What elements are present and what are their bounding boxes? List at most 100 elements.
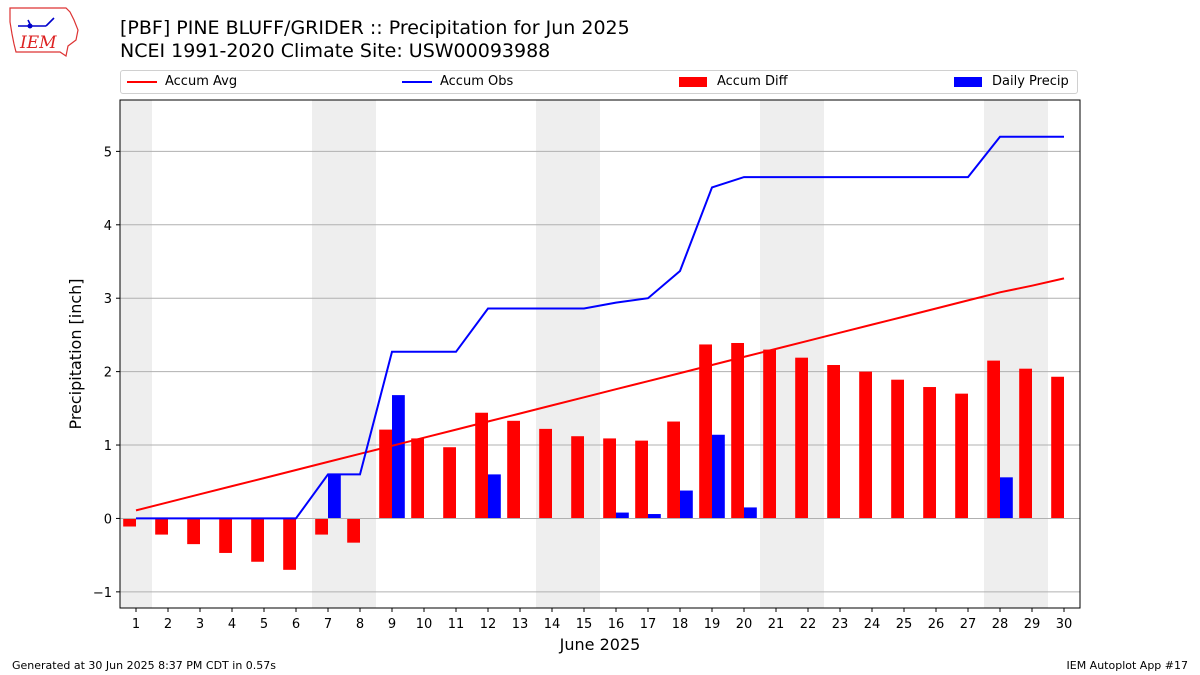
bar-accum-diff bbox=[411, 438, 424, 519]
x-tick-label: 30 bbox=[1056, 617, 1073, 632]
x-tick-label: 1 bbox=[132, 617, 140, 632]
bar-accum-diff bbox=[187, 518, 200, 545]
bar-accum-diff bbox=[923, 387, 936, 519]
y-axis-label: Precipitation [inch] bbox=[66, 278, 85, 429]
x-tick-label: 16 bbox=[608, 617, 625, 632]
x-tick-label: 11 bbox=[448, 617, 465, 632]
y-tick-label: 3 bbox=[104, 292, 112, 307]
x-tick-label: 19 bbox=[704, 617, 721, 632]
x-tick-label: 4 bbox=[228, 617, 236, 632]
bar-accum-diff bbox=[987, 360, 1000, 519]
bar-accum-diff bbox=[763, 349, 776, 519]
logo-text: IEM bbox=[19, 33, 57, 53]
bar-daily-precip bbox=[680, 490, 693, 519]
plot-frame bbox=[119, 99, 1081, 609]
bar-accum-diff bbox=[827, 365, 840, 519]
legend-swatch-accum-diff bbox=[679, 77, 707, 87]
legend-label-accum-diff: Accum Diff bbox=[717, 74, 788, 89]
x-tick-label: 14 bbox=[544, 617, 561, 632]
x-tick-label: 6 bbox=[292, 617, 300, 632]
bar-accum-diff bbox=[603, 438, 616, 519]
bar-accum-diff bbox=[123, 518, 136, 527]
x-tick-label: 17 bbox=[640, 617, 657, 632]
legend-label-daily-precip: Daily Precip bbox=[992, 74, 1069, 89]
x-axis-label: June 2025 bbox=[559, 635, 641, 654]
bar-daily-precip bbox=[392, 395, 405, 519]
bar-daily-precip bbox=[1000, 477, 1013, 519]
x-tick-label: 20 bbox=[736, 617, 753, 632]
bar-accum-diff bbox=[1019, 368, 1032, 519]
y-tick-label: 1 bbox=[104, 439, 112, 454]
bar-accum-diff bbox=[283, 518, 296, 570]
x-tick-label: 22 bbox=[800, 617, 817, 632]
x-tick-label: 7 bbox=[324, 617, 332, 632]
bar-accum-diff bbox=[507, 420, 520, 519]
legend-swatch-accum-avg bbox=[127, 81, 157, 83]
bar-accum-diff bbox=[955, 393, 968, 519]
y-tick-label: 0 bbox=[104, 512, 112, 527]
bar-accum-diff bbox=[1051, 376, 1064, 519]
legend-label-accum-obs: Accum Obs bbox=[440, 74, 514, 89]
bar-accum-diff bbox=[347, 518, 360, 543]
x-tick-label: 12 bbox=[480, 617, 497, 632]
bar-accum-diff bbox=[667, 421, 680, 519]
legend: Accum Avg Accum Obs Accum Diff Daily Pre… bbox=[120, 70, 1078, 94]
bar-accum-diff bbox=[155, 518, 168, 535]
line-accum-obs bbox=[136, 135, 1064, 520]
x-tick-label: 27 bbox=[960, 617, 977, 632]
x-tick-label: 10 bbox=[416, 617, 433, 632]
x-tick-label: 13 bbox=[512, 617, 529, 632]
y-tick-label: −1 bbox=[93, 586, 112, 601]
iem-logo: IEM bbox=[9, 7, 79, 57]
bar-accum-diff bbox=[539, 428, 552, 519]
bar-accum-diff bbox=[859, 371, 872, 519]
bar-daily-precip bbox=[712, 434, 725, 519]
bar-accum-diff bbox=[571, 436, 584, 519]
bar-accum-diff bbox=[219, 518, 232, 553]
x-tick-label: 25 bbox=[896, 617, 913, 632]
chart-subtitle: NCEI 1991-2020 Climate Site: USW00093988 bbox=[120, 40, 551, 62]
bar-accum-diff bbox=[891, 379, 904, 519]
footer-app-text: IEM Autoplot App #17 bbox=[1066, 659, 1189, 672]
bar-daily-precip bbox=[488, 474, 501, 519]
legend-swatch-daily-precip bbox=[954, 77, 982, 87]
weekend-shade-2 bbox=[536, 100, 600, 608]
y-tick-label: 5 bbox=[104, 145, 112, 160]
bar-accum-diff bbox=[475, 412, 488, 519]
y-tick-label: 4 bbox=[104, 219, 112, 234]
x-tick-label: 2 bbox=[164, 617, 172, 632]
iowa-state-outline bbox=[9, 7, 79, 57]
bar-daily-precip bbox=[616, 512, 629, 519]
weekend-shade-4 bbox=[984, 100, 1048, 608]
bar-accum-diff bbox=[795, 357, 808, 519]
x-tick-label: 26 bbox=[928, 617, 945, 632]
bar-accum-diff bbox=[635, 440, 648, 519]
x-tick-label: 24 bbox=[864, 617, 881, 632]
x-tick-label: 21 bbox=[768, 617, 785, 632]
y-tick-label: 2 bbox=[104, 366, 112, 381]
bar-daily-precip bbox=[648, 514, 661, 519]
x-tick-label: 5 bbox=[260, 617, 268, 632]
chart-title: [PBF] PINE BLUFF/GRIDER :: Precipitation… bbox=[120, 17, 630, 39]
line-accum-avg bbox=[135, 277, 1065, 512]
bar-accum-diff bbox=[699, 344, 712, 519]
x-tick-label: 28 bbox=[992, 617, 1009, 632]
x-tick-label: 9 bbox=[388, 617, 396, 632]
x-tick-label: 29 bbox=[1024, 617, 1041, 632]
legend-swatch-accum-obs bbox=[402, 81, 432, 83]
footer-generated-text: Generated at 30 Jun 2025 8:37 PM CDT in … bbox=[12, 659, 277, 672]
bar-accum-diff bbox=[443, 447, 456, 519]
rain-gauge-icon bbox=[27, 23, 33, 29]
legend-label-accum-avg: Accum Avg bbox=[165, 74, 238, 89]
bar-accum-diff bbox=[731, 342, 744, 519]
bar-daily-precip bbox=[744, 507, 757, 519]
bar-accum-diff bbox=[379, 429, 392, 519]
x-tick-label: 23 bbox=[832, 617, 849, 632]
x-tick-label: 15 bbox=[576, 617, 593, 632]
weekend-shade-0 bbox=[120, 100, 152, 608]
bar-accum-diff bbox=[251, 518, 264, 562]
x-tick-label: 8 bbox=[356, 617, 364, 632]
bar-daily-precip bbox=[328, 474, 341, 519]
bar-accum-diff bbox=[315, 518, 328, 535]
